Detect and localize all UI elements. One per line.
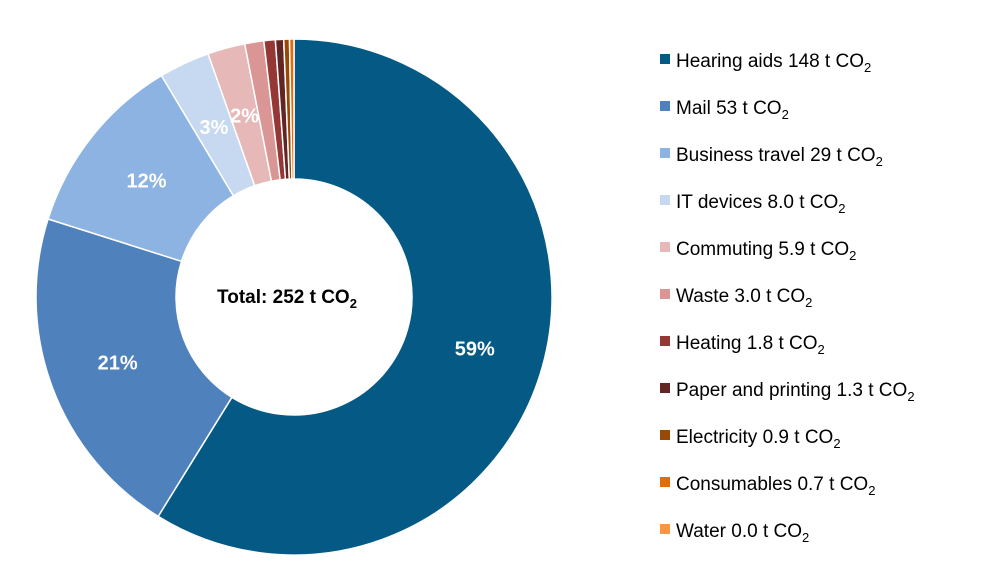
legend-label-commuting: Commuting 5.9 t CO2 [676,239,856,263]
legend-label-mail: Mail 53 t CO2 [676,98,789,122]
legend-label-hearing-aids: Hearing aids 148 t CO2 [676,51,871,75]
legend-label-it-devices: IT devices 8.0 t CO2 [676,192,846,216]
pct-label-it-devices: 3% [200,117,229,139]
legend-swatch-business-travel [660,148,670,158]
legend-label-business-travel: Business travel 29 t CO2 [676,145,883,169]
slice-consumables [288,38,295,180]
pct-label-hearing-aids: 59% [455,338,495,360]
legend-swatch-mail [660,101,670,111]
pct-label-mail: 21% [98,352,138,374]
slice-mail [35,218,233,518]
legend-swatch-waste [660,289,670,299]
legend: Hearing aids 148 t CO2 Mail 53 t CO2 Busin… [660,51,915,545]
percent-labels-group: 59% 21% 12% 3%2% [98,106,495,375]
legend-label-waste: Waste 3.0 t CO2 [676,286,812,310]
legend-label-water: Water 0.0 t CO2 [676,521,809,545]
legend-swatch-paper-and-printing [660,383,670,393]
legend-swatch-electricity [660,430,670,440]
slices-group [35,38,553,556]
legend-label-electricity: Electricity 0.9 t CO2 [676,427,841,451]
legend-label-paper-and-printing: Paper and printing 1.3 t CO2 [676,380,915,404]
pct-label-business-travel: 12% [127,170,167,192]
center-total-label: Total: 252 t CO2 [217,287,357,311]
legend-label-heating: Heating 1.8 t CO2 [676,333,825,357]
legend-swatch-it-devices [660,195,670,205]
legend-label-consumables: Consumables 0.7 t CO2 [676,474,875,498]
legend-swatch-heating [660,336,670,346]
legend-swatch-water [660,524,670,534]
legend-swatch-commuting [660,242,670,252]
pct-label-commuting: 2% [230,106,259,128]
legend-swatch-hearing-aids [660,54,670,64]
slice-hearing-aids [157,38,553,556]
legend-swatch-consumables [660,477,670,487]
